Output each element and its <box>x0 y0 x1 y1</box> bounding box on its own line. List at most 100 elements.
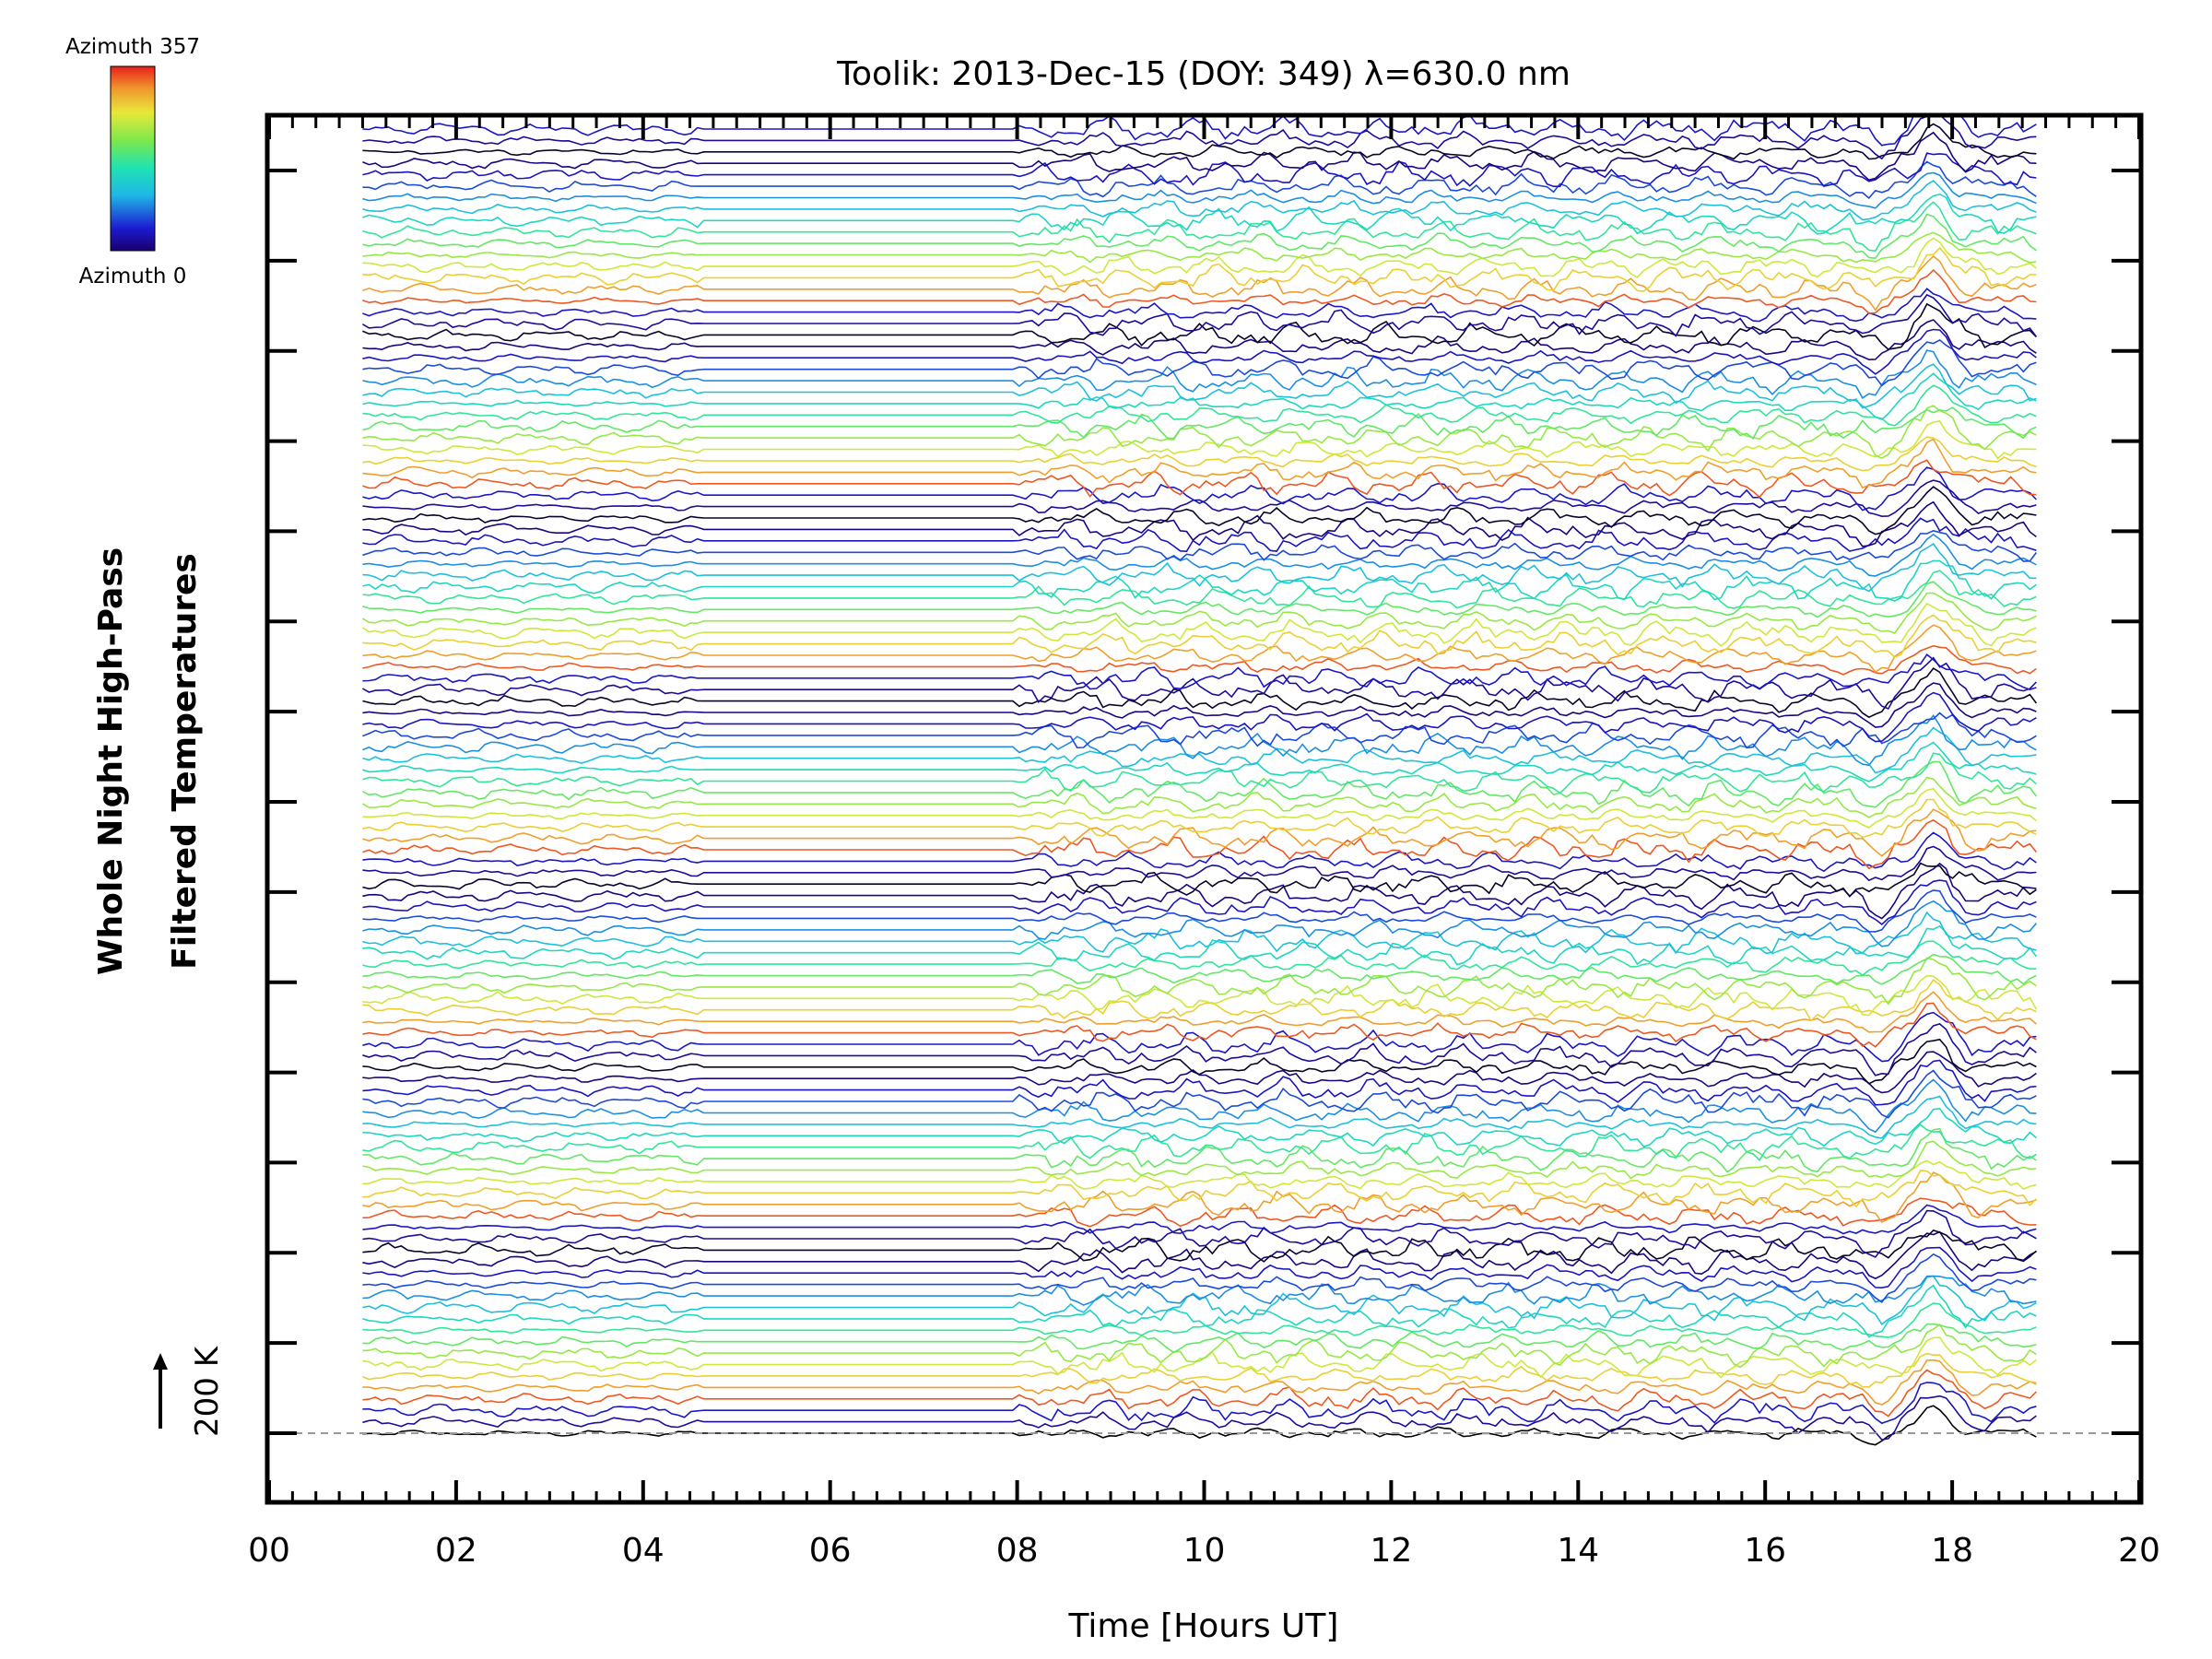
series-line <box>362 213 2037 259</box>
x-tick-label: 08 <box>996 1532 1039 1570</box>
series-line <box>362 752 2037 794</box>
series-line <box>362 1204 2037 1235</box>
series-line <box>362 644 2037 676</box>
series-traces <box>361 117 2038 1446</box>
scale-bar: 200 K <box>153 1345 226 1437</box>
series-line <box>362 570 2037 609</box>
x-tick-label: 12 <box>1370 1532 1412 1570</box>
series-line <box>362 543 2037 593</box>
series-line <box>362 559 2037 602</box>
series-line <box>362 328 2037 375</box>
series-line <box>362 1302 2037 1338</box>
y-axis-label: Whole Night High-Pass Filtered Temperatu… <box>92 547 204 975</box>
series-line <box>362 193 2037 235</box>
series-line <box>362 1230 2037 1280</box>
series-line <box>362 436 2037 472</box>
colorbar-bottom-label: Azimuth 0 <box>79 265 187 288</box>
colorbar-top-label: Azimuth 357 <box>65 35 200 59</box>
series-line <box>362 862 2037 920</box>
colorbar-gradient <box>110 65 156 252</box>
series-line <box>362 180 2037 221</box>
x-tick-label: 06 <box>809 1532 852 1570</box>
series-line <box>362 581 2037 618</box>
series-line <box>362 171 2037 209</box>
series-line <box>362 529 2038 562</box>
series-line <box>362 1382 2037 1425</box>
series-line <box>362 349 2037 399</box>
series-line <box>362 1284 2037 1338</box>
x-tick-label: 04 <box>622 1532 665 1570</box>
series-line <box>362 1246 2037 1289</box>
x-tick-label: 00 <box>248 1532 290 1570</box>
series-line <box>362 486 2037 535</box>
series-line <box>362 1275 2037 1325</box>
series-line <box>362 302 2037 350</box>
series-line <box>362 991 2037 1033</box>
series-line <box>361 776 2037 818</box>
series-line <box>362 653 2037 691</box>
series-line <box>362 1197 2037 1228</box>
chart-title: Toolik: 2013-Dec-15 (DOY: 349) λ=630.0 n… <box>836 55 1571 93</box>
x-axis-ticks <box>267 117 2141 1502</box>
series-line <box>361 602 2037 647</box>
series-line <box>362 517 2037 553</box>
series-line <box>362 900 2038 947</box>
series-line <box>362 420 2037 460</box>
series-line <box>362 726 2037 774</box>
series-line <box>362 624 2037 674</box>
series-line <box>362 667 2038 719</box>
series-line <box>362 1323 2037 1369</box>
series-line <box>362 255 2037 312</box>
series-line <box>362 691 2037 743</box>
series-line <box>362 713 2037 767</box>
series-line <box>362 500 2037 547</box>
series-line <box>362 384 2037 427</box>
series-line <box>362 1159 2037 1191</box>
series-line <box>362 682 2037 728</box>
series-line <box>362 924 2038 966</box>
series-line <box>362 533 2037 577</box>
series-line <box>362 979 2037 1022</box>
series-line <box>362 1171 2037 1224</box>
series-line <box>362 131 2037 182</box>
series-line <box>362 1275 2037 1306</box>
series-line <box>362 614 2037 658</box>
series-line <box>362 268 2037 314</box>
series-line <box>362 479 2037 518</box>
series-line <box>362 889 2037 933</box>
series-line <box>362 1059 2037 1106</box>
series-line <box>362 1023 2037 1077</box>
colorbar: Azimuth 357 Azimuth 0 <box>65 35 200 288</box>
series-line <box>362 1124 2037 1161</box>
series-line <box>362 787 2037 829</box>
series-line <box>362 879 2037 925</box>
x-axis-tick-labels: 00 02 04 06 08 10 12 14 16 18 20 <box>248 1532 2160 1570</box>
series-line <box>362 466 2037 512</box>
series-line <box>362 862 2037 898</box>
series-line <box>362 459 2037 499</box>
series-line <box>362 831 2037 873</box>
series-line <box>362 911 2037 955</box>
series-line <box>362 953 2037 985</box>
scale-bar-arrowhead <box>153 1353 168 1370</box>
y-axis-label-line2: Filtered Temperatures <box>166 553 204 970</box>
series-line <box>362 1253 2037 1303</box>
x-tick-label: 02 <box>435 1532 477 1570</box>
x-tick-label: 10 <box>1183 1532 1226 1570</box>
series-line <box>362 1170 2037 1208</box>
series-line <box>362 288 2037 323</box>
series-line <box>362 1209 2037 1258</box>
x-tick-label: 20 <box>2118 1532 2160 1570</box>
series-line <box>362 940 2037 977</box>
series-line <box>362 798 2037 839</box>
y-axis-label-line1: Whole Night High-Pass <box>92 547 130 975</box>
series-line <box>362 1352 2037 1388</box>
series-line <box>362 319 2037 361</box>
series-line <box>362 1229 2037 1263</box>
x-tick-label: 18 <box>1931 1532 1973 1570</box>
series-line <box>362 741 2037 782</box>
series-line <box>362 712 2037 749</box>
scale-bar-label: 200 K <box>189 1345 226 1437</box>
series-line <box>362 1002 2037 1048</box>
